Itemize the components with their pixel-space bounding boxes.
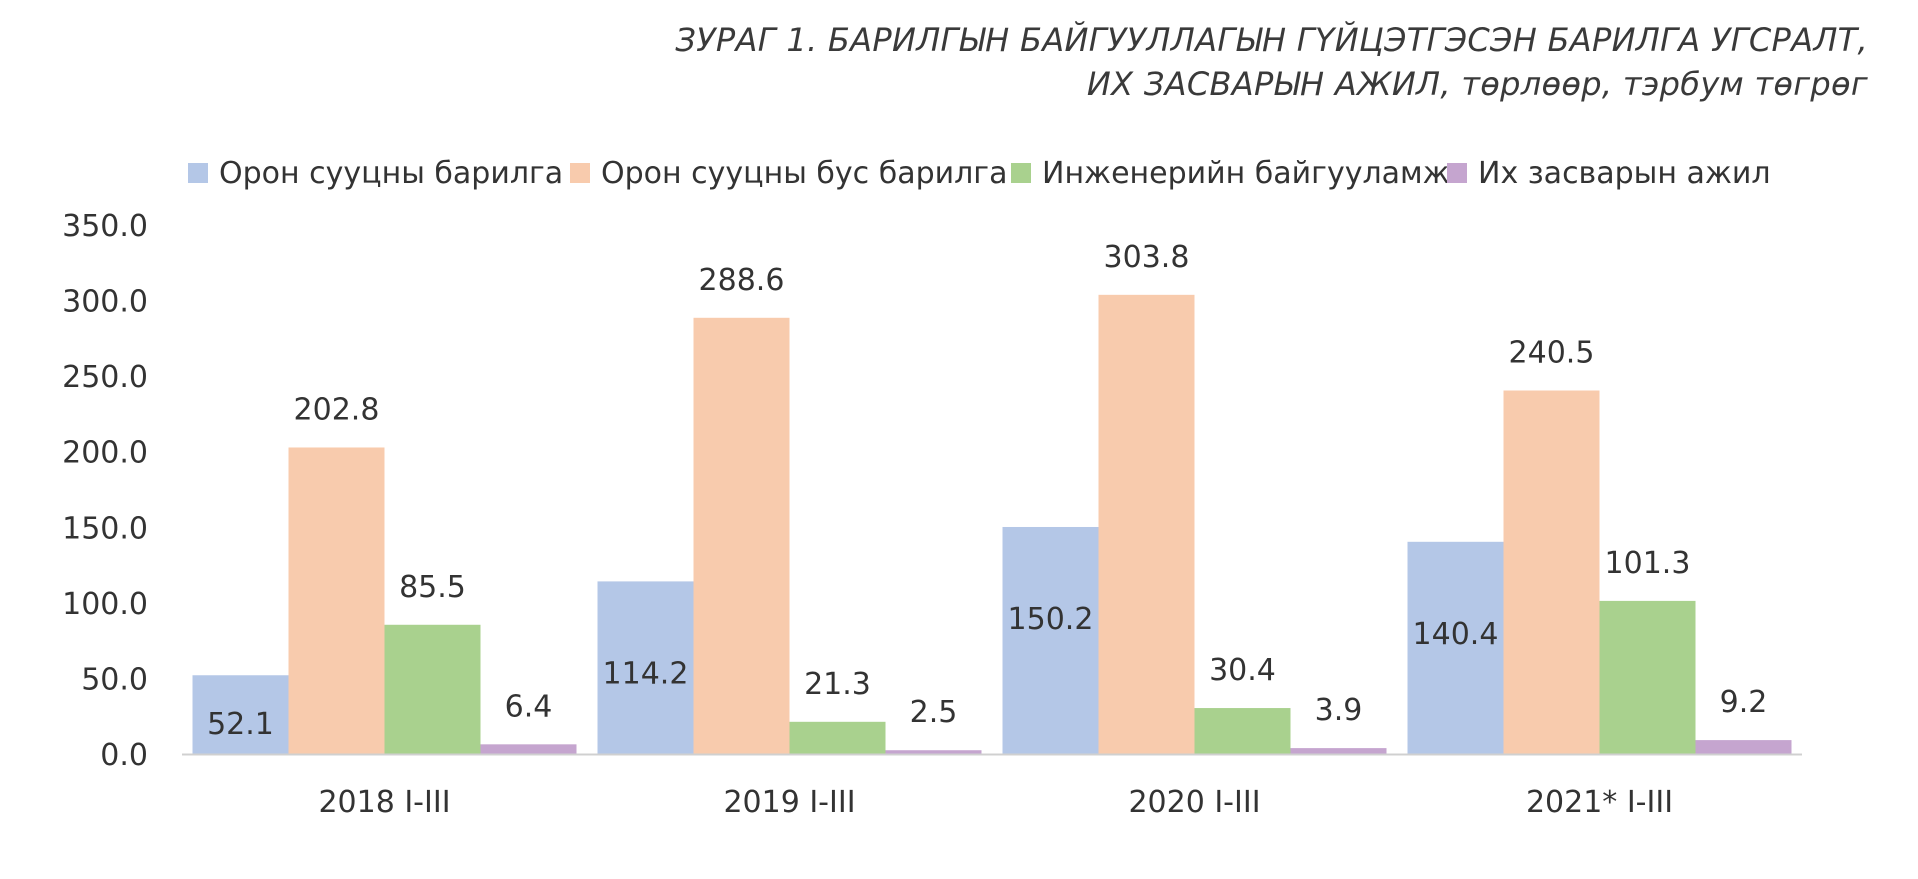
data-label-3-4: 101.3 xyxy=(1605,546,1691,581)
bar-2-3 xyxy=(1098,294,1195,754)
legend-label-2: Орон сууцны бус барилга xyxy=(601,156,1007,191)
y-tick-label: 350.0 xyxy=(62,209,148,244)
legend-swatch-1 xyxy=(188,163,208,183)
chart-title-line-1: ЗУРАГ 1. БАРИЛГЫН БАЙГУУЛЛАГЫН ГҮЙЦЭТГЭС… xyxy=(675,21,1868,59)
y-tick-label: 200.0 xyxy=(62,436,148,471)
x-category-label: 2018 I-III xyxy=(318,785,450,820)
data-label-4-4: 9.2 xyxy=(1720,685,1768,720)
data-label-2-2: 288.6 xyxy=(699,263,785,298)
bar-3-4 xyxy=(1599,600,1696,754)
chart-title-line-2: ИХ ЗАСВАРЫН АЖИЛ, төрлөөр, тэрбум төгрөг xyxy=(1086,65,1868,103)
x-category-label: 2020 I-III xyxy=(1128,785,1260,820)
data-label-1-1: 52.1 xyxy=(207,707,274,742)
y-tick-label: 150.0 xyxy=(62,511,148,546)
data-label-2-3: 303.8 xyxy=(1104,240,1190,275)
chart-bars xyxy=(192,294,1792,754)
bar-2-4 xyxy=(1503,390,1600,754)
legend-label-1: Орон сууцны барилга xyxy=(219,156,563,191)
data-label-3-1: 85.5 xyxy=(399,570,466,605)
bar-1-3 xyxy=(1002,526,1099,754)
data-label-4-2: 2.5 xyxy=(910,695,958,730)
bar-3-1 xyxy=(384,624,481,754)
bar-4-4 xyxy=(1695,740,1792,754)
bar-3-2 xyxy=(789,721,886,754)
data-label-4-3: 3.9 xyxy=(1315,693,1363,728)
y-tick-label: 100.0 xyxy=(62,587,148,622)
bar-1-4 xyxy=(1407,541,1504,754)
y-tick-label: 300.0 xyxy=(62,285,148,320)
x-axis: 2018 I-III 2019 I-III 2020 I-III 2021* I-II… xyxy=(182,753,1802,820)
legend-swatch-4 xyxy=(1447,163,1467,183)
legend-label-4: Их засварын ажил xyxy=(1478,156,1771,191)
bar-4-3 xyxy=(1290,748,1387,754)
chart-title: ЗУРАГ 1. БАРИЛГЫН БАЙГУУЛЛАГЫН ГҮЙЦЭТГЭС… xyxy=(675,18,1868,106)
y-tick-label: 0.0 xyxy=(100,738,148,773)
bar-1-2 xyxy=(597,581,694,754)
legend-swatch-3 xyxy=(1011,163,1031,183)
bar-2-2 xyxy=(693,317,790,754)
data-label-3-2: 21.3 xyxy=(804,667,871,702)
bar-3-3 xyxy=(1194,708,1291,754)
bar-4-1 xyxy=(480,744,577,754)
legend-swatch-2 xyxy=(570,163,590,183)
legend-label-3: Инженерийн байгууламж xyxy=(1042,156,1450,191)
data-labels: 52.1 202.8 85.5 6.4 114.2 288.6 21.3 2.5 150.2 30… xyxy=(207,240,1767,742)
y-axis: 0.0 50.0 100.0 150.0 200.0 250.0 300.0 350.0 xyxy=(62,209,148,773)
data-label-1-2: 114.2 xyxy=(603,656,689,691)
bar-4-2 xyxy=(885,750,982,754)
data-label-1-3: 150.2 xyxy=(1008,602,1094,637)
bar-1-1 xyxy=(192,675,289,754)
data-label-2-1: 202.8 xyxy=(294,392,380,427)
data-label-4-1: 6.4 xyxy=(505,689,553,724)
chart-legend: Орон сууцны барилга Орон сууцны бус барил… xyxy=(188,156,1771,191)
data-label-3-3: 30.4 xyxy=(1209,653,1276,688)
y-tick-label: 250.0 xyxy=(62,360,148,395)
data-label-1-4: 140.4 xyxy=(1413,617,1499,652)
y-tick-label: 50.0 xyxy=(81,662,148,697)
x-category-label: 2019 I-III xyxy=(723,785,855,820)
bar-2-1 xyxy=(288,447,385,754)
data-label-2-4: 240.5 xyxy=(1509,336,1595,371)
x-category-label: 2021* I-III xyxy=(1526,785,1673,820)
